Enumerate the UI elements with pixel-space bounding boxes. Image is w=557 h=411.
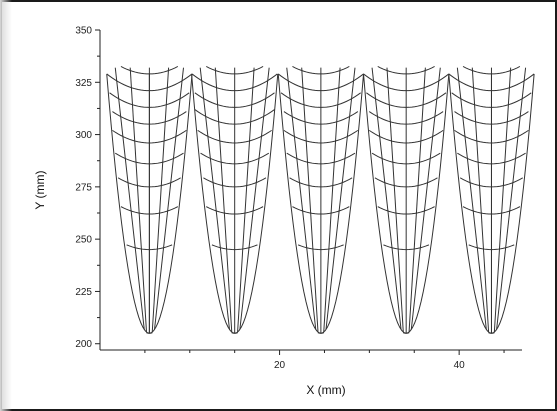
x-ticks: 20 40 (144, 350, 505, 371)
mesh-ray (129, 67, 148, 333)
mesh-ray (151, 67, 170, 333)
mesh-ray (323, 67, 341, 333)
mesh-ray (154, 67, 184, 330)
x-tick-label: 20 (274, 360, 286, 371)
mesh-ray (325, 67, 356, 330)
y-tick-label: 300 (75, 130, 92, 141)
x-axis-title: X (mm) (306, 383, 345, 397)
y-tick-label: 325 (75, 78, 92, 89)
y-tick-label: 275 (75, 182, 92, 193)
y-ticks: 200 225 250 275 300 325 350 (75, 26, 100, 350)
mesh-ray (408, 67, 426, 333)
mesh-ray (471, 67, 490, 333)
mesh-ray (114, 67, 145, 330)
mesh-ray (456, 67, 487, 330)
mesh-cell (363, 66, 450, 334)
mesh-ray (199, 67, 231, 330)
mesh-ray (237, 67, 255, 333)
mesh-ray (239, 67, 270, 330)
mesh-ray (214, 67, 233, 333)
mesh-ray (496, 67, 527, 330)
y-tick-label: 200 (75, 339, 92, 350)
mesh-cell (191, 66, 279, 334)
y-tick-label: 250 (75, 235, 92, 246)
mesh-lines (106, 66, 535, 334)
mesh-ray (286, 67, 317, 330)
y-tick-label: 350 (75, 26, 92, 37)
y-axis-title: Y (mm) (33, 170, 47, 209)
mesh-ray (386, 67, 404, 333)
mesh-ray (371, 67, 402, 330)
mesh-ray (493, 67, 512, 333)
y-tick-label: 225 (75, 287, 92, 298)
x-tick-label: 40 (454, 360, 466, 371)
mesh-ray (301, 67, 319, 333)
mesh-cell (277, 66, 365, 334)
mesh-ray (410, 67, 441, 330)
